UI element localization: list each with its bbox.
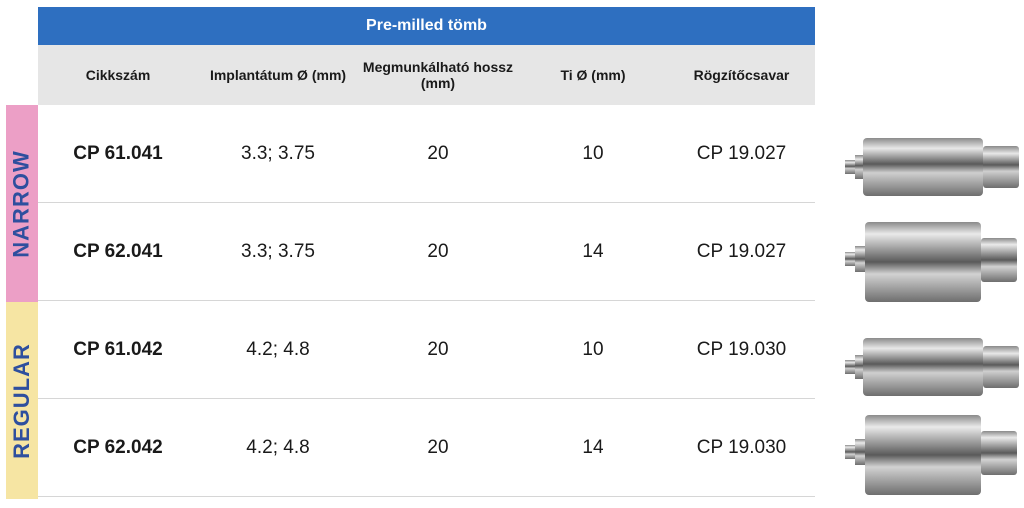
- table-header: Cikkszám Implantátum Ø (mm) Megmunkálhat…: [38, 45, 815, 105]
- cell-length: 20: [427, 436, 449, 458]
- product-image-regular-14: [845, 415, 1017, 495]
- cell-length: 20: [427, 142, 449, 164]
- header-screw: Rögzítőcsavar: [693, 67, 790, 83]
- header-machinable-length: Megmunkálható hossz (mm): [362, 59, 514, 91]
- table-title: Pre-milled tömb: [38, 7, 815, 45]
- table-row: CP 62.041 3.3; 3.75 20 14 CP 19.027: [38, 203, 815, 301]
- cell-code: CP 62.041: [73, 240, 163, 262]
- cell-screw: CP 19.027: [696, 142, 787, 164]
- product-image-regular-10: [845, 338, 1019, 396]
- table-row: CP 62.042 4.2; 4.8 20 14 CP 19.030: [38, 399, 815, 497]
- cell-code: CP 62.042: [73, 436, 163, 458]
- cell-screw: CP 19.027: [696, 240, 787, 262]
- table-row: CP 61.042 4.2; 4.8 20 10 CP 19.030: [38, 301, 815, 399]
- cell-ti: 10: [582, 338, 604, 360]
- table-body: CP 61.041 3.3; 3.75 20 10 CP 19.027 CP 6…: [38, 105, 815, 497]
- product-image-narrow-10: [845, 138, 1019, 196]
- group-label-narrow: NARROW: [6, 105, 38, 302]
- cell-code: CP 61.041: [73, 142, 163, 164]
- cell-implant: 3.3; 3.75: [241, 240, 315, 262]
- header-code: Cikkszám: [85, 67, 151, 83]
- cell-implant: 4.2; 4.8: [246, 338, 310, 360]
- header-implant-diameter: Implantátum Ø (mm): [209, 67, 347, 83]
- cell-ti: 14: [582, 240, 604, 262]
- cell-ti: 10: [582, 142, 604, 164]
- product-image-narrow-14: [845, 222, 1017, 302]
- cell-implant: 3.3; 3.75: [241, 142, 315, 164]
- table-row: CP 61.041 3.3; 3.75 20 10 CP 19.027: [38, 105, 815, 203]
- cell-screw: CP 19.030: [696, 338, 787, 360]
- cell-length: 20: [427, 338, 449, 360]
- cell-implant: 4.2; 4.8: [246, 436, 310, 458]
- group-label-regular: REGULAR: [6, 302, 38, 499]
- cell-screw: CP 19.030: [696, 436, 787, 458]
- cell-ti: 14: [582, 436, 604, 458]
- cell-length: 20: [427, 240, 449, 262]
- header-ti-diameter: Ti Ø (mm): [560, 67, 626, 83]
- cell-code: CP 61.042: [73, 338, 163, 360]
